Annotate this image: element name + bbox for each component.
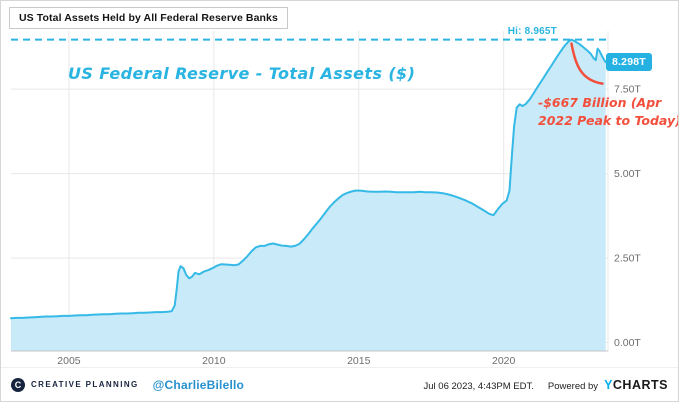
creative-planning-brand: CREATIVE PLANNING xyxy=(31,380,139,389)
footer-right: Jul 06 2023, 4:43PM EDT. Powered by YCHA… xyxy=(424,378,668,392)
svg-text:2020: 2020 xyxy=(492,355,516,367)
chart-title: US Total Assets Held by All Federal Rese… xyxy=(19,12,278,24)
svg-text:0.00T: 0.00T xyxy=(614,337,641,349)
high-watermark-label: Hi: 8.965T xyxy=(507,26,557,37)
footer-bar: C CREATIVE PLANNING @CharlieBilello Jul … xyxy=(1,367,678,401)
decline-annotation-line2: 2022 Peak to Today) xyxy=(538,113,679,128)
series-title-annotation: US Federal Reserve - Total Assets ($) xyxy=(68,64,416,83)
svg-text:2010: 2010 xyxy=(202,355,226,367)
powered-by-label: Powered by xyxy=(547,380,599,392)
decline-annotation: -$667 Billion (Apr 2022 Peak to Today) xyxy=(538,94,679,130)
fed-total-assets-area-chart: 2005 2010 2015 2020 7.50T 5.00T 2.50T 0.00T xyxy=(10,31,641,367)
chart-title-box: US Total Assets Held by All Federal Rese… xyxy=(9,7,288,29)
svg-text:5.00T: 5.00T xyxy=(614,168,641,180)
svg-text:2015: 2015 xyxy=(347,355,371,367)
ycharts-logo: YCHARTS xyxy=(604,378,668,392)
ycharts-logo-rest: CHARTS xyxy=(612,377,668,392)
twitter-handle: @CharlieBilello xyxy=(152,377,245,392)
svg-text:7.50T: 7.50T xyxy=(614,84,641,96)
chart-timestamp: Jul 06 2023, 4:43PM EDT. xyxy=(423,380,534,392)
latest-value-badge: 8.298T xyxy=(606,53,652,71)
decline-annotation-line1: -$667 Billion (Apr xyxy=(538,95,662,110)
svg-text:2.50T: 2.50T xyxy=(614,253,641,265)
svg-text:2005: 2005 xyxy=(57,355,81,367)
footer-left: C CREATIVE PLANNING @CharlieBilello xyxy=(11,377,245,392)
creative-planning-logo-icon: C xyxy=(11,377,25,392)
ycharts-logo-y: Y xyxy=(604,377,613,392)
